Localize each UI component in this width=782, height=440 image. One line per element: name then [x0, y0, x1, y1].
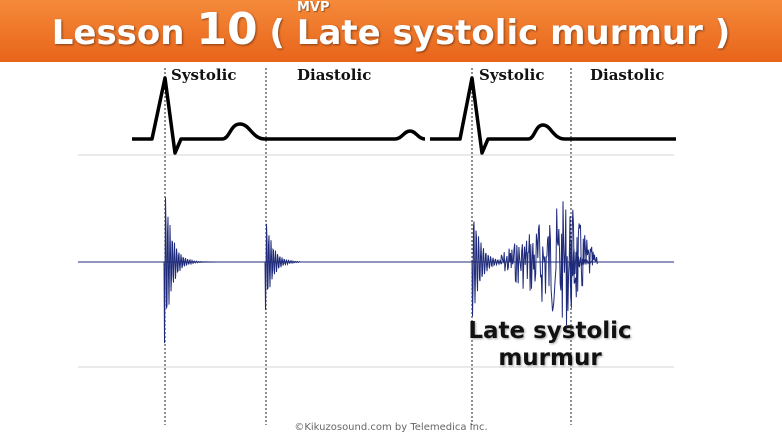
mvp-label: MVP	[297, 0, 330, 15]
heart-sound-waveforms	[163, 197, 598, 344]
phase-label-diastolic-2: Diastolic	[590, 66, 665, 84]
ecg-trace-right	[430, 76, 676, 155]
phase-label-systolic-2: Systolic	[479, 66, 545, 84]
title-main: ( Late systolic murmur )	[269, 13, 731, 53]
lesson-title: Lesson 10 ( Late systolic murmur )	[0, 4, 782, 55]
phase-dividers	[164, 68, 572, 425]
annotation-line-2: murmur	[498, 345, 602, 371]
copyright-text: ©Kikuzosound.com by Telemedica Inc.	[294, 422, 488, 433]
s1-sound-right	[471, 221, 503, 317]
annotation-line-1: Late systolic	[468, 318, 632, 344]
murmur-annotation: Late systolic murmur	[462, 318, 638, 372]
late-systolic-murmur-waveform	[499, 201, 598, 326]
ecg-trace-left	[132, 76, 426, 155]
title-banner	[0, 0, 782, 62]
phase-label-diastolic-1: Diastolic	[297, 66, 372, 84]
phase-label-systolic-1: Systolic	[171, 66, 237, 84]
s1-sound-left	[163, 197, 219, 344]
s2-sound-left	[264, 223, 301, 310]
lesson-number: 10	[196, 4, 258, 55]
title-prefix: Lesson	[51, 13, 185, 53]
